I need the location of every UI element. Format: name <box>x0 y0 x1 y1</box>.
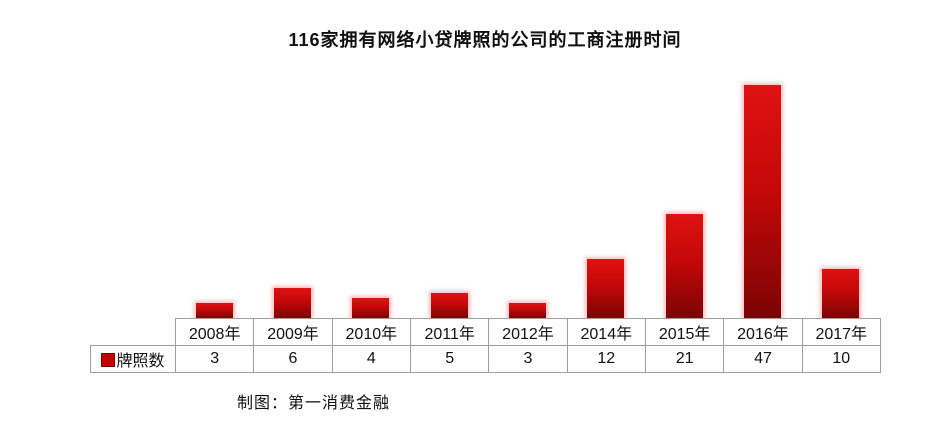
year-header-cell: 2016年 <box>723 318 803 346</box>
bar-2017年 <box>822 268 860 318</box>
legend-label: 牌照数 <box>116 353 165 370</box>
year-header-cell: 2010年 <box>331 318 411 346</box>
value-cell: 21 <box>644 345 725 373</box>
bar-2009年 <box>274 288 311 318</box>
value-cell: 6 <box>253 345 333 373</box>
value-cell: 3 <box>174 345 255 373</box>
data-table: 2008年 2009年 2010年 2011年 2012年 2014年 2015年 2016年… <box>90 318 881 373</box>
year-header-cell: 2008年 <box>174 318 255 346</box>
year-header-cell: 2009年 <box>253 318 333 346</box>
bar-2015年 <box>665 214 703 318</box>
plot-area <box>175 60 880 318</box>
year-header-cell: 2015年 <box>644 318 725 346</box>
value-cell: 10 <box>801 345 881 373</box>
legend-cell: 牌照数 <box>90 345 176 373</box>
value-cell: 5 <box>409 345 490 373</box>
bar-2008年 <box>195 303 233 318</box>
bar-2014年 <box>587 258 625 318</box>
legend-square-icon <box>101 353 116 367</box>
year-header-cell: 2011年 <box>409 318 490 346</box>
chart-source-caption: 制图：第一消费金融 <box>237 395 391 412</box>
table-corner-cell <box>90 318 176 346</box>
year-header-cell: 2017年 <box>801 318 881 346</box>
bar-2016年 <box>744 85 781 318</box>
chart-title: 116家拥有网络小贷牌照的公司的工商注册时间 <box>288 30 682 50</box>
value-cell: 12 <box>566 345 646 373</box>
bar-2010年 <box>352 298 390 318</box>
value-cell: 47 <box>723 345 803 373</box>
value-cell: 3 <box>488 345 568 373</box>
year-header-cell: 2012年 <box>488 318 568 346</box>
year-header-cell: 2014年 <box>566 318 646 346</box>
value-cell: 4 <box>331 345 411 373</box>
bar-2011年 <box>430 293 468 318</box>
bar-2012年 <box>509 303 546 318</box>
